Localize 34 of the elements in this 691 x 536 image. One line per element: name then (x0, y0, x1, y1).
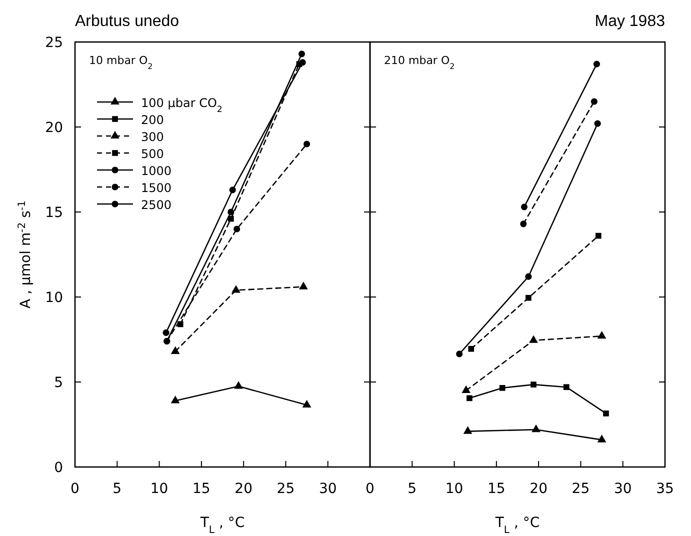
legend-label: 2500 (141, 198, 172, 212)
y-tick-label: 20 (45, 120, 63, 136)
x-tick-label: 20 (530, 481, 548, 497)
y-tick-label: 10 (45, 290, 63, 306)
x-tick-label: 5 (112, 481, 122, 497)
y-tick-label: 15 (45, 205, 63, 221)
x-axis-title: T$_{L}$ , °C (494, 515, 540, 536)
y-tick-label: 5 (54, 375, 63, 391)
x-tick-label: 0 (366, 481, 374, 497)
legend-label: 1000 (141, 164, 172, 178)
y-tick-label: 25 (45, 35, 63, 51)
y-tick-label: 0 (54, 460, 63, 476)
x-tick-label: 30 (318, 481, 337, 497)
legend-label: 200 (141, 113, 164, 127)
x-tick-label: 15 (192, 481, 210, 497)
chart-title: May 1983 (594, 13, 666, 30)
x-tick-label: 35 (656, 481, 674, 497)
x-tick-label: 20 (234, 481, 252, 497)
legend-label: 500 (141, 147, 164, 161)
chart-title: Arbutus unedo (75, 13, 180, 30)
x-tick-label: 10 (150, 481, 168, 497)
x-tick-label: 25 (276, 481, 295, 497)
annotation: 10 mbar O$_{2}$ (89, 54, 153, 70)
x-tick-label: 15 (488, 481, 506, 497)
legend-label: 1500 (141, 181, 172, 195)
legend-label: 100 µbar CO$_{2}$ (141, 96, 222, 115)
x-tick-label: 5 (408, 481, 417, 497)
legend-label: 300 (141, 130, 164, 144)
x-tick-label: 25 (572, 481, 590, 497)
x-axis-title: T$_{L}$ , °C (199, 515, 245, 536)
annotation: 210 mbar O$_{2}$ (384, 54, 455, 70)
x-tick-label: 10 (445, 481, 464, 497)
x-tick-label: 30 (614, 481, 632, 497)
x-tick-label: 0 (70, 481, 80, 497)
